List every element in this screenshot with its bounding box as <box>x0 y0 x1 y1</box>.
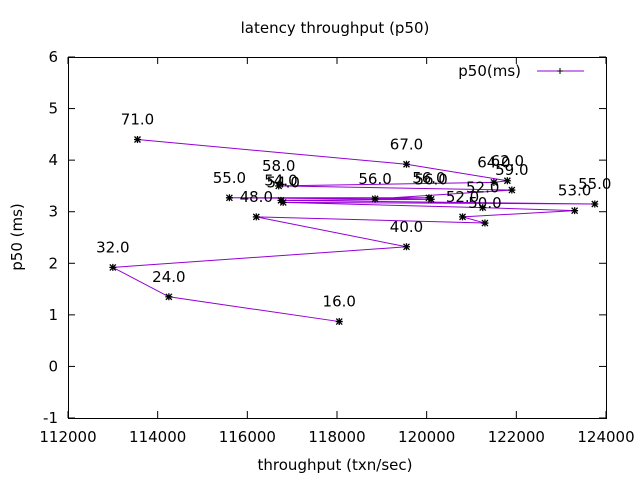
data-label: 50.0 <box>468 194 501 212</box>
data-label: 55.0 <box>213 169 246 187</box>
x-tick-label: 118000 <box>308 428 365 446</box>
chart-title: latency throughput (p50) <box>241 19 430 37</box>
data-point <box>225 194 233 202</box>
data-label: 52.0 <box>466 179 499 197</box>
data-point <box>371 195 379 203</box>
x-tick-label: 116000 <box>219 428 276 446</box>
data-label: 40.0 <box>390 218 423 236</box>
data-point <box>402 243 410 251</box>
y-tick-label: 5 <box>48 100 58 118</box>
data-point <box>277 196 285 204</box>
data-label: 53.0 <box>558 182 591 200</box>
data-label: 64.0 <box>477 153 510 171</box>
data-label: 56.0 <box>412 169 445 187</box>
data-point <box>479 204 487 212</box>
x-tick-label: 122000 <box>488 428 545 446</box>
x-tick-label: 112000 <box>39 428 96 446</box>
y-tick-label: 2 <box>48 254 58 272</box>
data-point <box>481 219 489 227</box>
x-axis-label: throughput (txn/sec) <box>258 456 413 474</box>
data-point <box>133 136 141 144</box>
data-label: 54.0 <box>266 173 299 191</box>
y-tick-label: 0 <box>48 357 58 375</box>
y-tick-label: 6 <box>48 48 58 66</box>
data-point <box>490 178 498 186</box>
series-line <box>111 139 595 323</box>
legend: p50(ms) <box>458 62 584 80</box>
data-point <box>402 160 410 168</box>
data-point <box>252 213 260 221</box>
data-point <box>275 182 283 190</box>
data-label: 58.0 <box>262 157 295 175</box>
data-point <box>503 177 511 185</box>
data-label: 55.0 <box>578 175 611 193</box>
series-layer: 16.0 24.0 32.0 40.0 48.0 50.052.0 53.0 52.0 54.0… <box>96 111 611 326</box>
legend-label: p50(ms) <box>458 62 521 80</box>
data-point <box>425 194 433 202</box>
data-point <box>165 293 173 301</box>
data-point <box>109 263 117 271</box>
x-tick-label: 124000 <box>577 428 634 446</box>
y-tick-label: -1 <box>43 409 58 427</box>
data-point <box>335 318 343 326</box>
data-label: 32.0 <box>96 238 129 256</box>
data-label: 62.0 <box>491 152 524 170</box>
axis-ticks: 112000 114000 116000 118000 120000 122000 1240… <box>39 48 634 446</box>
data-label: 16.0 <box>323 293 356 311</box>
x-tick-label: 114000 <box>129 428 186 446</box>
x-tick-label: 120000 <box>398 428 455 446</box>
data-point <box>508 186 516 194</box>
data-label: 24.0 <box>152 268 185 286</box>
data-label: 56.0 <box>414 170 447 188</box>
data-label: 59.0 <box>495 161 528 179</box>
data-point <box>591 200 599 208</box>
data-label: 52.0 <box>446 188 479 206</box>
data-label: 71.0 <box>121 111 154 129</box>
y-axis-label: p50 (ms) <box>8 203 26 271</box>
data-point <box>459 213 467 221</box>
legend-point-sample <box>557 68 563 74</box>
data-label: 48.0 <box>240 188 273 206</box>
data-label: 67.0 <box>390 135 423 153</box>
y-tick-label: 1 <box>48 306 58 324</box>
y-tick-label: 3 <box>48 203 58 221</box>
y-tick-label: 4 <box>48 151 58 169</box>
data-label: 54.0 <box>264 171 297 189</box>
data-label: 56.0 <box>358 170 391 188</box>
data-point <box>571 207 579 215</box>
